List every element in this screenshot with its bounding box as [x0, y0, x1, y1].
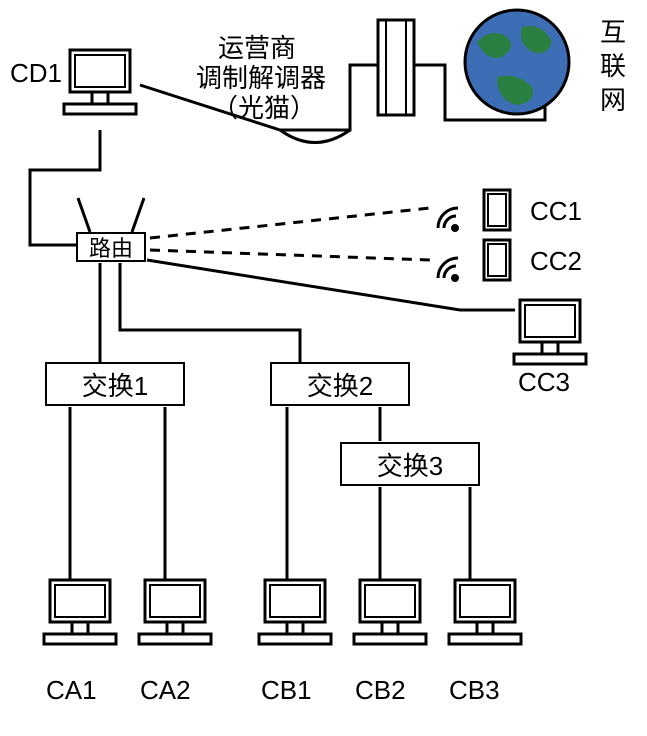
internet-label-2: 联: [600, 46, 626, 83]
cb3-label: CB3: [449, 675, 500, 706]
internet-label-3: 网: [600, 80, 626, 117]
ca2-label: CA2: [140, 675, 191, 706]
switch1-label: 交换1: [82, 366, 148, 403]
internet-label-1: 互: [600, 12, 626, 49]
switch3-label: 交换3: [377, 446, 443, 483]
cd1-label: CD1: [10, 58, 62, 89]
cc2-label: CC2: [530, 246, 582, 277]
ca1-label: CA1: [46, 675, 97, 706]
cc3-label: CC3: [518, 367, 570, 398]
cb1-label: CB1: [261, 675, 312, 706]
switch2-label: 交换2: [307, 366, 373, 403]
switch2-box: 交换2: [270, 362, 410, 406]
router-label: 路由: [89, 231, 133, 263]
router-box: 路由: [76, 232, 146, 262]
cb2-label: CB2: [355, 675, 406, 706]
modem-label-3: （光猫）: [212, 88, 316, 125]
switch1-box: 交换1: [45, 362, 185, 406]
cc1-label: CC1: [530, 196, 582, 227]
switch3-box: 交换3: [340, 442, 480, 486]
